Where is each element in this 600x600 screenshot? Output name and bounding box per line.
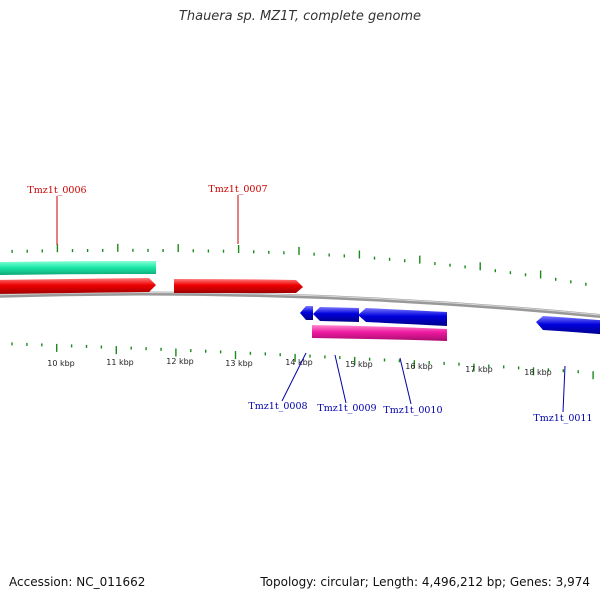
backbone [0, 291, 600, 319]
scale-label: 15 kbp [345, 360, 373, 369]
scale-label: 13 kbp [225, 359, 253, 368]
reverse-cds-track [300, 306, 600, 335]
reverse-cds-feature[interactable] [358, 308, 447, 326]
map-title: Thauera sp. MZ1T, complete genome [178, 9, 422, 24]
gene-leader-line [334, 354, 347, 404]
scale-label: 12 kbp [166, 357, 194, 366]
reverse-cds-feature[interactable] [536, 316, 600, 335]
reverse-other-feature[interactable] [312, 325, 447, 341]
scale-label: 17 kbp [465, 365, 493, 374]
gene-label[interactable]: Tmz1t_0010 [383, 405, 442, 416]
gene-leader-line [281, 352, 307, 402]
gene-label[interactable]: Tmz1t_0007 [208, 184, 267, 195]
scale-label: 11 kbp [106, 358, 134, 367]
genome-summary: Topology: circular; Length: 4,496,212 bp… [260, 575, 590, 589]
accession-label: Accession: NC_011662 [9, 575, 146, 589]
forward-cds-feature[interactable] [174, 279, 303, 293]
lower-tick-ruler [11, 342, 594, 380]
gene-label[interactable]: Tmz1t_0008 [248, 401, 307, 412]
scale-label: 10 kbp [47, 359, 75, 368]
gene-label[interactable]: Tmz1t_0009 [317, 403, 376, 414]
reverse-cds-feature[interactable] [313, 307, 359, 322]
gene-label[interactable]: Tmz1t_0006 [27, 185, 86, 196]
reverse-other-track [312, 325, 447, 341]
forward-other-feature[interactable] [0, 261, 156, 275]
reverse-cds-feature[interactable] [300, 306, 313, 320]
upper-tick-ruler [11, 243, 587, 286]
scale-label: 18 kbp [524, 368, 552, 377]
forward-cds-track [0, 278, 303, 294]
scale-labels: 10 kbp 11 kbp 12 kbp 13 kbp 14 kbp 15 kbp 16 k… [47, 357, 552, 377]
gene-leader-line [399, 357, 412, 405]
gene-label[interactable]: Tmz1t_0011 [533, 413, 592, 424]
gene-leader-line [562, 365, 566, 413]
scale-label: 14 kbp [285, 358, 313, 367]
scale-label: 16 kbp [405, 362, 433, 371]
forward-other-track [0, 261, 156, 275]
forward-gene-labels: Tmz1t_0006 Tmz1t_0007 [27, 184, 268, 245]
forward-cds-feature[interactable] [0, 278, 156, 294]
reverse-gene-labels: Tmz1t_0008 Tmz1t_0009 Tmz1t_0010 Tmz1t_0… [248, 352, 593, 424]
